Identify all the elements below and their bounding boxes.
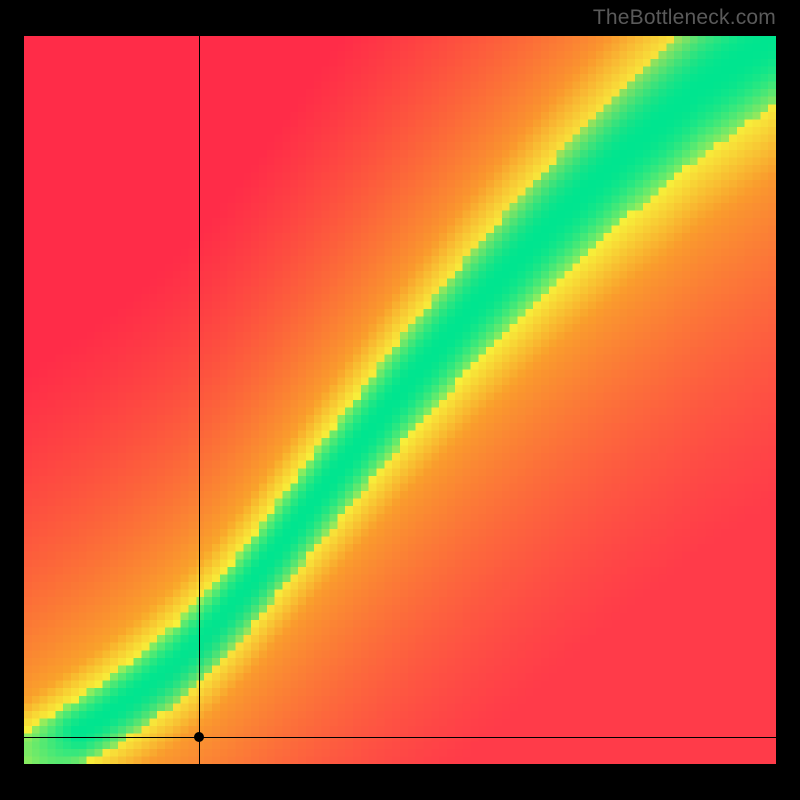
crosshair-vertical	[199, 36, 200, 764]
crosshair-horizontal	[24, 737, 776, 738]
heatmap-canvas	[24, 36, 776, 764]
watermark-text: TheBottleneck.com	[593, 6, 776, 30]
heatmap-plot	[24, 36, 776, 764]
crosshair-marker	[194, 732, 204, 742]
